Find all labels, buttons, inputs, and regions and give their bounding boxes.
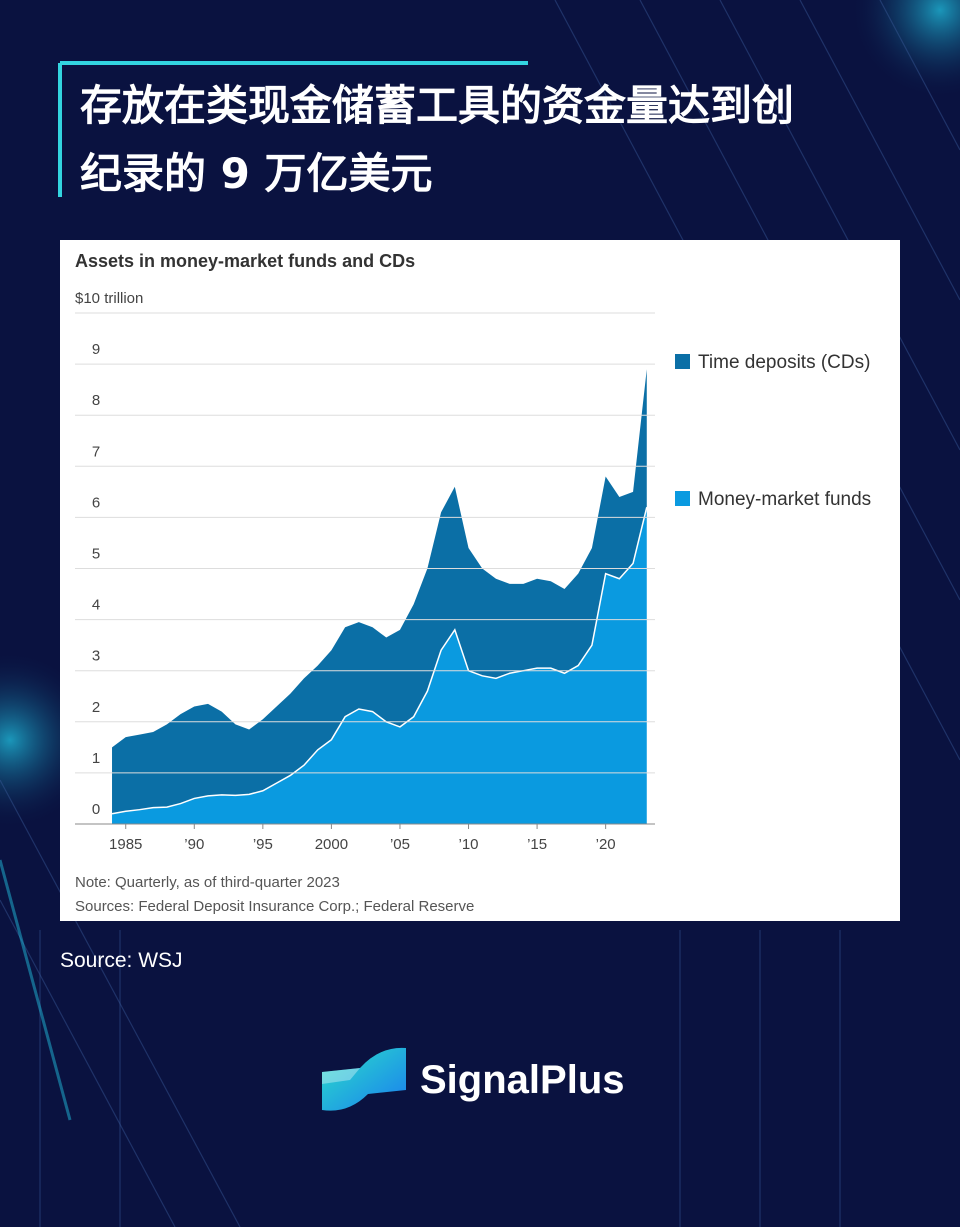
y-tick-label: 7 [92, 443, 100, 460]
x-tick-label: 2000 [315, 836, 348, 853]
legend-swatch [675, 354, 690, 369]
x-tick-label: ’10 [459, 836, 479, 853]
legend-label: Money-market funds [698, 489, 871, 510]
area [112, 507, 647, 824]
y-tick-label: 0 [92, 801, 100, 818]
plot: 0 1 2 3 4 5 6 7 8 9 $10 trillion 1985 ’90 ’95 2000 ’05 ’… [75, 290, 871, 853]
legend-swatch [675, 491, 690, 506]
x-tick-label: ’15 [527, 836, 547, 853]
glow [850, 0, 960, 100]
source: Source: WSJ [60, 949, 183, 972]
y-tick-label: $10 trillion [75, 290, 143, 307]
logo-icon [322, 1047, 406, 1111]
brand: SignalPlus [420, 1058, 625, 1102]
y-tick-label: 6 [92, 494, 100, 511]
chart-title: Assets in money-market funds and CDs [75, 251, 415, 271]
area [112, 369, 647, 814]
x-tick-label: 1985 [109, 836, 142, 853]
legend-label: Time deposits (CDs) [698, 352, 870, 373]
y-tick-label: 8 [92, 392, 100, 409]
y-tick-label: 9 [92, 341, 100, 358]
note: Note: Quarterly, as of third-quarter 202… [75, 874, 340, 891]
x-tick-label: ’05 [390, 836, 410, 853]
y-tick-label: 2 [92, 699, 100, 716]
y-tick-label: 5 [92, 546, 100, 563]
x-tick-label: ’20 [596, 836, 616, 853]
decor-accent [0, 859, 72, 1121]
x-tick-label: ’95 [253, 836, 273, 853]
title: 纪录的 9 万亿美元 [80, 149, 432, 198]
y-tick-label: 1 [92, 750, 100, 767]
title: 存放在类现金储蓄工具的资金量达到创 [80, 81, 794, 130]
y-tick-label: 3 [92, 648, 100, 665]
sources: Sources: Federal Deposit Insurance Corp.… [75, 898, 474, 915]
y-tick-label: 4 [92, 597, 100, 614]
x-tick-label: ’90 [184, 836, 204, 853]
